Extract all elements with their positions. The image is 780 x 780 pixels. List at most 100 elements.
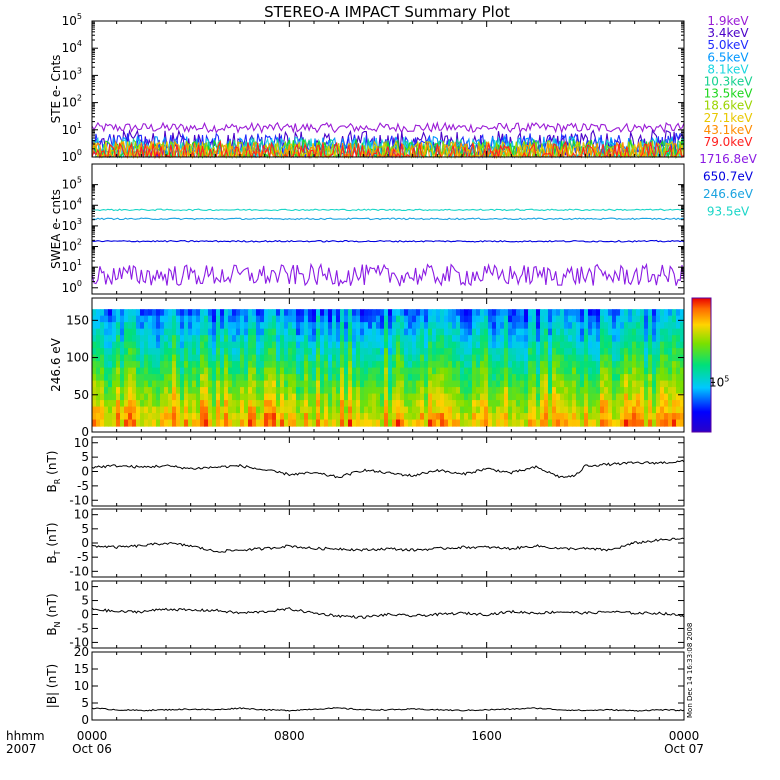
heatmap-cell <box>152 400 157 408</box>
x-ticks-ste <box>91 21 685 157</box>
heatmap-cell <box>280 322 285 330</box>
heatmap-cell <box>324 315 329 323</box>
heatmap-cell <box>296 406 301 414</box>
heatmap-cell <box>660 361 665 369</box>
heatmap-cell <box>248 361 253 369</box>
heatmap-cell <box>632 328 637 336</box>
heatmap-cell <box>524 354 529 362</box>
heatmap-cell <box>340 335 345 343</box>
y-tick-label: 15 <box>74 662 89 676</box>
heatmap-cell <box>316 367 321 375</box>
heatmap-cell <box>96 335 101 343</box>
heatmap-cell <box>468 393 473 401</box>
heatmap-cell <box>660 309 665 317</box>
heatmap-cell <box>508 367 513 375</box>
heatmap-cell <box>544 380 549 388</box>
heatmap-cell <box>468 309 473 317</box>
y-tick-label: 0 <box>81 608 89 622</box>
heatmap-cell <box>396 406 401 414</box>
heatmap-cell <box>108 315 113 323</box>
heatmap-cell <box>356 328 361 336</box>
heatmap-cell <box>240 348 245 356</box>
heatmap-cell <box>444 361 449 369</box>
heatmap-cell <box>268 387 273 395</box>
heatmap-cell <box>400 387 405 395</box>
heatmap-cell <box>528 354 533 362</box>
heatmap-cell <box>504 374 509 382</box>
heatmap-cell <box>368 400 373 408</box>
heatmap-cell <box>312 406 317 414</box>
heatmap-cell <box>176 341 181 349</box>
heatmap-cell <box>320 348 325 356</box>
heatmap-cell <box>436 341 441 349</box>
heatmap-cell <box>488 413 493 421</box>
heatmap-cell <box>292 335 297 343</box>
heatmap-cell <box>624 419 629 427</box>
heatmap-cell <box>212 380 217 388</box>
heatmap-cell <box>128 419 133 427</box>
heatmap-cell <box>324 341 329 349</box>
heatmap-cell <box>228 374 233 382</box>
heatmap-cell <box>264 413 269 421</box>
heatmap-cell <box>256 387 261 395</box>
heatmap-cell <box>448 387 453 395</box>
heatmap-cell <box>112 361 117 369</box>
heatmap-cell <box>600 348 605 356</box>
heatmap-cell <box>512 328 517 336</box>
heatmap-cell <box>356 400 361 408</box>
x-tick-label-time: 0000 <box>77 729 108 743</box>
heatmap-cell <box>644 341 649 349</box>
heatmap-cell <box>356 361 361 369</box>
heatmap-cell <box>632 335 637 343</box>
heatmap-cell <box>500 419 505 427</box>
heatmap-cell <box>252 374 257 382</box>
heatmap-cell <box>124 309 129 317</box>
heatmap-cell <box>448 374 453 382</box>
heatmap-cell <box>580 335 585 343</box>
heatmap-cell <box>292 315 297 323</box>
heatmap-cell <box>664 361 669 369</box>
heatmap-cell <box>320 374 325 382</box>
heatmap-cell <box>592 322 597 330</box>
heatmap-cell <box>124 419 129 427</box>
heatmap-cell <box>356 322 361 330</box>
heatmap-cell <box>468 322 473 330</box>
heatmap-cell <box>568 328 573 336</box>
heatmap-cell <box>340 400 345 408</box>
heatmap-cell <box>396 348 401 356</box>
heatmap-cell <box>488 348 493 356</box>
heatmap-cell <box>280 315 285 323</box>
heatmap-cell <box>424 315 429 323</box>
heatmap-cell <box>196 328 201 336</box>
heatmap-cell <box>344 354 349 362</box>
heatmap-cell <box>316 406 321 414</box>
heatmap-cell <box>196 400 201 408</box>
heatmap-cell <box>232 354 237 362</box>
heatmap-cell <box>500 348 505 356</box>
heatmap-cell <box>388 374 393 382</box>
heatmap-cell <box>568 393 573 401</box>
heatmap-cell <box>520 335 525 343</box>
heatmap-cell <box>516 367 521 375</box>
heatmap-cell <box>632 341 637 349</box>
heatmap-cell <box>396 367 401 375</box>
heatmap-cell <box>520 341 525 349</box>
heatmap-cell <box>200 341 205 349</box>
heatmap-cell <box>568 341 573 349</box>
heatmap-cell <box>584 400 589 408</box>
heatmap-cell <box>164 354 169 362</box>
heatmap-cell <box>360 400 365 408</box>
heatmap-cell <box>268 328 273 336</box>
heatmap-cell <box>376 328 381 336</box>
heatmap-cell <box>332 361 337 369</box>
heatmap-cell <box>488 400 493 408</box>
heatmap-cell <box>192 341 197 349</box>
heatmap-cell <box>280 354 285 362</box>
heatmap-cell <box>548 380 553 388</box>
heatmap-cell <box>660 354 665 362</box>
x-tick-label-date: Oct 06 <box>72 742 112 756</box>
heatmap-cell <box>680 315 684 323</box>
heatmap-cell <box>324 328 329 336</box>
heatmap-cell <box>292 413 297 421</box>
heatmap-cell <box>164 413 169 421</box>
